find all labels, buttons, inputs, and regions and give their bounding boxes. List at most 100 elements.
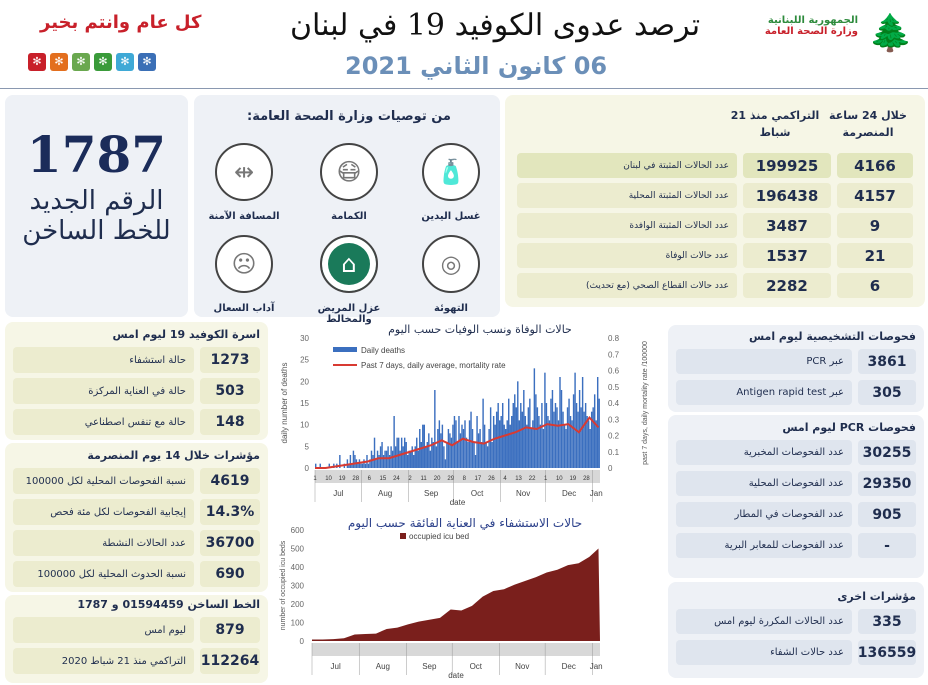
- pcr-row: - عدد الفحوصات للمعابر البرية: [676, 533, 916, 558]
- beds-label: حالة في العناية المركزة: [13, 378, 194, 404]
- cases-row: 4157 196438 عدد الحالات المثبتة المحلية: [517, 183, 913, 208]
- death-bar: [572, 394, 575, 468]
- death-bar: [438, 420, 441, 468]
- legend-label: Daily deaths: [361, 346, 405, 355]
- death-bar: [465, 437, 468, 468]
- pcr-value: 30255: [858, 440, 916, 465]
- death-bar: [527, 407, 530, 468]
- death-bar: [364, 463, 367, 468]
- y2-tick-label: 0: [608, 464, 613, 473]
- beds-row: 503 حالة في العناية المركزة: [13, 378, 260, 404]
- death-bar: [351, 463, 353, 468]
- cases-cumulative-value: 2282: [743, 273, 831, 298]
- cases-24h-value: 4157: [837, 183, 913, 208]
- death-bar: [375, 459, 377, 468]
- pcr-label: عدد الفحوصات للمعابر البرية: [676, 533, 852, 558]
- death-bar: [387, 446, 389, 468]
- death-bar: [435, 446, 438, 468]
- x-day-tick: 2: [408, 476, 412, 482]
- x-day-tick: 28: [583, 476, 590, 482]
- death-bar: [518, 420, 521, 468]
- death-bar: [339, 455, 341, 468]
- death-bar: [545, 403, 548, 468]
- pcr-row: 30255 عدد الفحوصات المخبرية: [676, 440, 916, 465]
- hotline-line2: للخط الساخن: [22, 216, 171, 246]
- death-bar: [526, 424, 528, 468]
- death-bar: [533, 368, 536, 468]
- death-bar: [450, 437, 453, 468]
- death-bar: [529, 398, 531, 468]
- x-month-label: Nov: [516, 489, 530, 498]
- indicators14-title: مؤشرات خلال 14 يوم المنصرمة: [87, 449, 260, 462]
- icu-area: [312, 548, 600, 641]
- x-day-tick: 8: [463, 476, 467, 482]
- cases-label: عدد حالات القطاع الصحي (مع تحديث): [517, 273, 737, 298]
- x-month-label: Oct: [470, 662, 483, 671]
- death-bar: [485, 442, 487, 468]
- death-bar: [471, 429, 474, 468]
- cases-label: عدد حالات الوفاة: [517, 243, 737, 268]
- death-bar: [432, 442, 435, 468]
- indicators14-row: 14.3% إيجابية الفحوصات لكل مئة فحص: [13, 499, 260, 525]
- y-tick-label: 5: [305, 442, 310, 451]
- death-bar: [384, 450, 386, 468]
- death-bar: [560, 390, 563, 468]
- death-bar: [590, 411, 593, 468]
- death-bar: [400, 437, 403, 468]
- death-bar: [557, 420, 560, 468]
- other-value: 136559: [858, 640, 916, 665]
- death-bar: [468, 420, 471, 468]
- y2-tick-label: 0.6: [608, 367, 620, 376]
- y-tick-label: 20: [300, 377, 309, 386]
- death-bar: [381, 442, 383, 468]
- hand-sanitizer-icon: 🧴: [422, 143, 480, 201]
- death-bar: [524, 416, 527, 468]
- recommendation-label: آداب السعال: [213, 303, 275, 314]
- cases-cumulative-value: 196438: [743, 183, 831, 208]
- x-day-tick: 19: [339, 476, 346, 482]
- death-bar: [437, 429, 439, 468]
- y-axis-label: number of occupied icu beds: [280, 540, 287, 630]
- recommendation-label: عزل المريض والمخالط: [317, 303, 381, 325]
- pcr-value: -: [858, 533, 916, 558]
- death-bar: [459, 433, 462, 468]
- death-bar: [514, 394, 516, 468]
- death-bar: [541, 403, 543, 468]
- death-bar: [512, 403, 514, 468]
- indicators14-label: عدد الحالات النشطة: [13, 530, 194, 556]
- x-day-tick: 29: [447, 476, 454, 482]
- death-bar: [482, 398, 484, 468]
- death-bar: [348, 463, 350, 468]
- y-tick-label: 200: [291, 600, 305, 609]
- death-bar: [319, 463, 321, 468]
- y-tick-label: 500: [291, 545, 305, 554]
- death-bar: [480, 442, 483, 468]
- cases-row: 4166 199925 عدد الحالات المثبتة في لبنان: [517, 153, 913, 178]
- death-bar: [443, 446, 445, 468]
- death-bar: [568, 398, 570, 468]
- x-axis-label: date: [448, 671, 464, 680]
- death-bar: [426, 442, 429, 468]
- indicators14-row: 4619 نسبة الفحوصات المحلية لكل 100000: [13, 468, 260, 494]
- x-day-tick: 15: [380, 476, 387, 482]
- death-bar: [369, 459, 371, 468]
- x-axis-label: date: [450, 498, 466, 507]
- death-bar: [495, 411, 498, 468]
- recommendations-panel: من توصيات وزارة الصحة العامة: 🧴 غسل اليدي…: [194, 95, 500, 325]
- color-tile: ✻: [116, 53, 134, 71]
- y-tick-label: 0: [300, 637, 305, 646]
- y2-tick-label: 0.1: [608, 448, 620, 457]
- icu-chart-title: حالات الاستشفاء في العناية الفائقة حسب ا…: [347, 516, 583, 530]
- beds-value: 1273: [200, 347, 260, 373]
- y-axis-label: daily number of deaths: [280, 363, 289, 444]
- death-bar: [440, 433, 442, 468]
- death-bar: [372, 455, 374, 468]
- y2-tick-label: 0.7: [608, 350, 620, 359]
- y2-tick-label: 0.3: [608, 415, 620, 424]
- death-bar: [577, 411, 579, 468]
- death-bar: [593, 394, 596, 468]
- cases-label: عدد الحالات المثبتة في لبنان: [517, 153, 737, 178]
- x-month-label: Jan: [590, 489, 603, 498]
- y-tick-label: 10: [300, 421, 309, 430]
- color-tile: ✻: [138, 53, 156, 71]
